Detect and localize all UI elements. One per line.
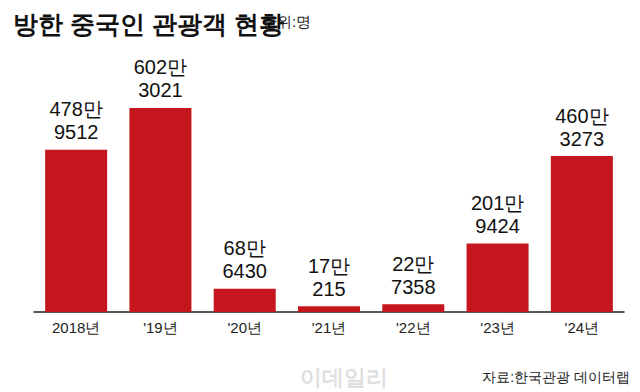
svg-text:방한 중국인 관광객 현황: 방한 중국인 관광객 현황 xyxy=(13,10,284,38)
svg-text:9512: 9512 xyxy=(54,121,99,143)
svg-text:9424: 9424 xyxy=(475,215,520,237)
svg-text:201만: 201만 xyxy=(471,192,524,214)
svg-text:478만: 478만 xyxy=(49,98,102,120)
svg-text:17만: 17만 xyxy=(308,255,350,277)
svg-text:단위:명: 단위:명 xyxy=(262,13,312,30)
svg-text:460만: 460만 xyxy=(555,105,608,127)
svg-text:602만: 602만 xyxy=(134,56,187,78)
svg-text:'19년: '19년 xyxy=(143,319,178,336)
svg-text:3021: 3021 xyxy=(138,79,183,101)
svg-text:'24년: '24년 xyxy=(565,319,600,336)
svg-text:3273: 3273 xyxy=(560,128,605,150)
svg-text:'21년: '21년 xyxy=(312,319,347,336)
svg-text:22만: 22만 xyxy=(392,253,434,275)
svg-text:'20년: '20년 xyxy=(227,319,262,336)
svg-text:68만: 68만 xyxy=(224,237,266,259)
svg-text:7358: 7358 xyxy=(391,276,436,298)
svg-text:2018년: 2018년 xyxy=(52,319,100,336)
svg-text:215: 215 xyxy=(312,278,345,300)
svg-text:자료:한국관광 데이터랩: 자료:한국관광 데이터랩 xyxy=(482,369,630,385)
svg-text:'23년: '23년 xyxy=(480,319,515,336)
svg-text:'22년: '22년 xyxy=(396,319,431,336)
svg-text:6430: 6430 xyxy=(222,260,267,282)
svg-text:이데일리: 이데일리 xyxy=(300,365,388,390)
